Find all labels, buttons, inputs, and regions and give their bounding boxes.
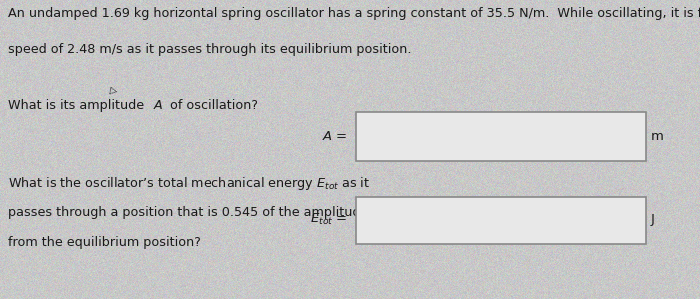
FancyBboxPatch shape — [356, 112, 646, 161]
Text: $A$: $A$ — [153, 99, 163, 112]
Text: What is the oscillator’s total mechanical energy $E_{tot}$ as it: What is the oscillator’s total mechanica… — [8, 175, 370, 192]
Text: An undamped 1.69 kg horizontal spring oscillator has a spring constant of 35.5 N: An undamped 1.69 kg horizontal spring os… — [8, 7, 700, 20]
Text: What is its amplitude: What is its amplitude — [8, 99, 153, 112]
Text: passes through a position that is 0.545 of the amplitude away: passes through a position that is 0.545 … — [8, 206, 407, 219]
FancyBboxPatch shape — [356, 197, 646, 244]
Text: speed of 2.48 m/s as it passes through its equilibrium position.: speed of 2.48 m/s as it passes through i… — [8, 43, 412, 56]
Text: ▷: ▷ — [108, 85, 118, 96]
Text: J: J — [651, 213, 655, 226]
Text: $A$ =: $A$ = — [322, 129, 348, 143]
Text: m: m — [651, 129, 664, 143]
Text: $E_{tot}$ =: $E_{tot}$ = — [310, 212, 348, 227]
Text: of oscillation?: of oscillation? — [166, 99, 258, 112]
Text: from the equilibrium position?: from the equilibrium position? — [8, 236, 202, 249]
